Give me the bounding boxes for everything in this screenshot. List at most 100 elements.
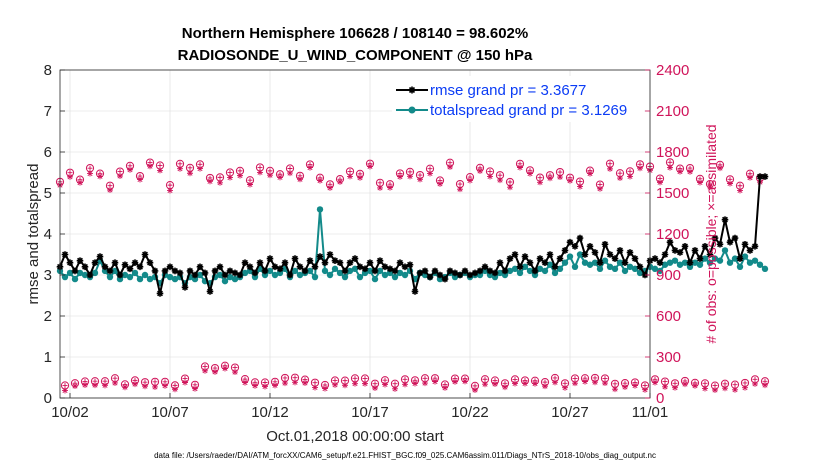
totalspread-point [701, 255, 709, 262]
obs-assimilated-marker [392, 385, 398, 392]
totalspread-point [671, 257, 679, 264]
obs-assimilated-marker [672, 384, 678, 391]
totalspread-point [296, 271, 304, 279]
rmse-point [611, 255, 619, 262]
totalspread-point [66, 269, 74, 277]
obs-assimilated-marker [237, 172, 243, 179]
obs-assimilated-marker [442, 384, 448, 391]
obs-assimilated-marker [597, 185, 603, 192]
obs-assimilated-marker [102, 382, 108, 389]
totalspread-point [126, 273, 134, 281]
totalspread-point [596, 265, 604, 273]
totalspread-point [331, 265, 339, 273]
obs-assimilated-marker [492, 380, 498, 387]
rmse-point [221, 271, 229, 279]
x-axis: 10/02 10/07 10/12 10/17 10/22 10/27 11/01 [51, 393, 668, 421]
rmse-point [76, 257, 84, 264]
obs-assimilated-marker [267, 172, 273, 179]
obs-possible-cross [177, 161, 183, 167]
y-right-tick-label: 1500 [656, 185, 689, 202]
obs-assimilated-marker [667, 164, 673, 171]
obs-assimilated-marker [322, 385, 328, 392]
rmse-point [111, 259, 119, 266]
x-tick-label: 10/22 [451, 404, 489, 421]
totalspread-point [566, 253, 574, 260]
totalspread-point [306, 267, 314, 275]
rmse-line [59, 175, 765, 294]
obs-assimilated-marker [67, 173, 73, 180]
totalspread-point [691, 259, 699, 266]
rmse-point [216, 263, 224, 271]
obs-assimilated-marker [257, 169, 263, 176]
rmse-point [296, 263, 304, 271]
totalspread-point [131, 269, 139, 277]
rmse-point [621, 259, 629, 266]
totalspread-point [171, 275, 179, 283]
rmse-point [571, 243, 579, 250]
obs-possible-cross [667, 159, 673, 165]
rmse-point [561, 247, 569, 254]
obs-assimilated-marker [187, 170, 193, 177]
totalspread-point [726, 259, 734, 266]
obs-assimilated-marker [627, 173, 633, 180]
rmse-point [691, 247, 699, 254]
totalspread-point [371, 275, 379, 283]
obs-assimilated-marker [712, 387, 718, 394]
totalspread-point [631, 265, 639, 273]
totalspread-point [196, 271, 204, 279]
rmse-point [746, 247, 754, 254]
rmse-point [251, 269, 259, 277]
x-tick-label: 10/02 [51, 404, 89, 421]
obs-possible-cross [627, 168, 633, 174]
rmse-point [556, 255, 564, 262]
y-right-tick-label: 0 [656, 390, 664, 407]
totalspread-point [746, 259, 754, 266]
obs-assimilated-marker [227, 174, 233, 181]
obs-assimilated-marker [602, 380, 608, 387]
totalspread-point [656, 267, 664, 275]
obs-assimilated-marker [352, 380, 358, 387]
obs-assimilated-marker [272, 382, 278, 389]
x-tick-label: 11/01 [632, 404, 668, 421]
obs-assimilated-marker [727, 180, 733, 187]
rmse-point [321, 259, 329, 266]
totalspread-point [666, 259, 674, 266]
rmse-point [441, 275, 449, 283]
rmse-point [626, 249, 634, 256]
x-tick-label: 10/27 [551, 404, 589, 421]
totalspread-point [536, 265, 544, 273]
obs-assimilated-marker [337, 178, 343, 185]
legend-rmse-label: rmse grand pr = 3.3677 [430, 82, 586, 99]
rmse-point [231, 269, 239, 277]
totalspread-point [166, 273, 174, 281]
obs-possible-cross [152, 379, 158, 385]
rmse-point [126, 265, 134, 273]
obs-assimilated-marker [697, 179, 703, 186]
rmse-point [171, 267, 179, 275]
rmse-point [446, 267, 454, 275]
obs-possible-cross [62, 382, 68, 388]
totalspread-point [76, 269, 84, 277]
totalspread-point [751, 257, 759, 264]
rmse-point [96, 253, 104, 260]
y-tick-label: 5 [44, 185, 52, 202]
obs-assimilated-marker [587, 170, 593, 177]
rmse-point [136, 263, 144, 271]
totalspread-point [576, 251, 584, 258]
obs-assimilated-marker [572, 380, 578, 387]
rmse-point [401, 263, 409, 271]
obs-possible-cross [167, 182, 173, 188]
obs-assimilated-marker [217, 179, 223, 186]
obs-assimilated-marker [147, 163, 153, 170]
obs-assimilated-marker [212, 368, 218, 375]
totalspread-point [231, 275, 239, 283]
obs-assimilated-marker [62, 387, 68, 394]
rmse-point [666, 238, 674, 246]
obs-assimilated-marker [377, 184, 383, 191]
rmse-point [606, 251, 614, 258]
obs-assimilated-marker [297, 176, 303, 183]
rmse-point [616, 247, 624, 254]
rmse-point [736, 255, 744, 262]
obs-possible-cross [362, 376, 368, 382]
rmse-point [91, 259, 99, 266]
